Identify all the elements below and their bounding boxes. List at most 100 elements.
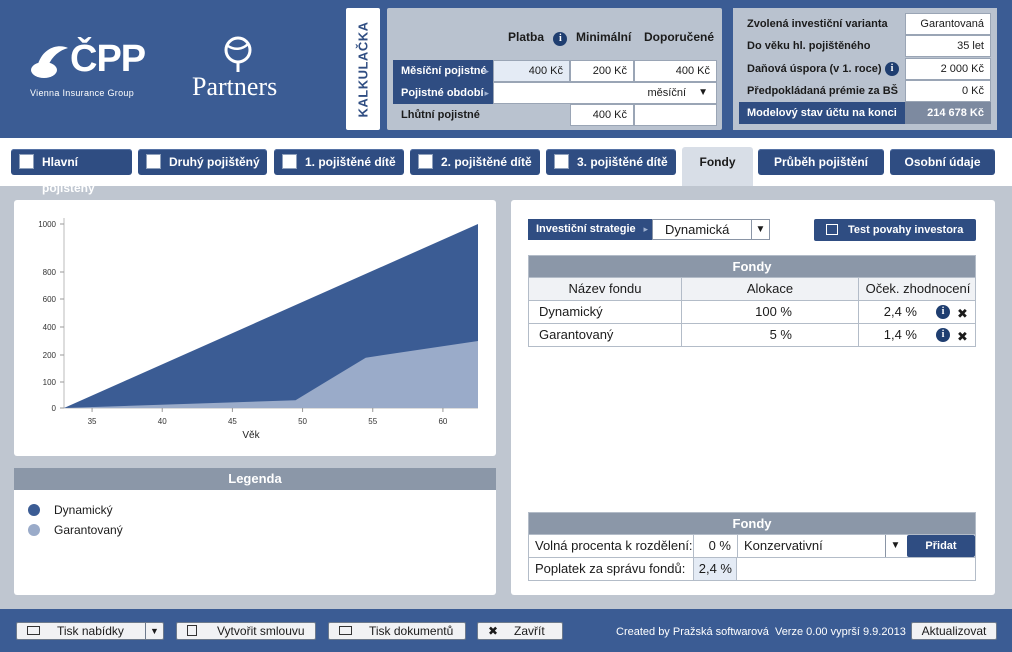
doporucene-value: 400 Kč — [634, 60, 717, 82]
x-axis-label: Věk — [242, 430, 260, 441]
platba-input[interactable]: 400 Kč — [493, 60, 570, 82]
info-icon[interactable]: i — [885, 62, 899, 76]
minimal-value: 200 Kč — [570, 60, 634, 82]
summary-panel: Zvolená investiční varianta Garantovaná D… — [733, 8, 997, 130]
fund-alokace[interactable]: 5 % — [681, 324, 858, 346]
summary-value: 0 Kč — [905, 80, 991, 102]
delete-icon[interactable]: ✖ — [957, 329, 968, 344]
x-tick-label: 35 — [88, 417, 97, 426]
window-icon — [826, 224, 838, 235]
close-label: Zavřít — [514, 624, 545, 638]
pojistne-obdobi-value: měsíční — [647, 87, 686, 99]
delete-icon[interactable]: ✖ — [957, 306, 968, 321]
arrow-icon: ▸ — [484, 66, 489, 76]
row-lhutni-pojistne: Lhůtní pojistné 400 Kč — [393, 104, 717, 126]
checkbox[interactable] — [146, 154, 161, 169]
dropdown-arrow-icon[interactable]: ▼ — [751, 220, 769, 239]
tab-2-pojistene-dite[interactable]: 2. pojištěné dítě — [410, 149, 540, 175]
series-area-garantovany — [64, 341, 478, 408]
tab-label: Druhý pojištěný — [169, 155, 260, 169]
checkbox[interactable] — [282, 154, 297, 169]
summary-row: Daňová úspora (v 1. roce) i 2 000 Kč — [739, 58, 991, 80]
info-icon[interactable]: i — [553, 32, 568, 46]
cpp-logo-text: ČPP — [70, 38, 146, 80]
partners-logo: Partners — [192, 36, 292, 101]
checkbox[interactable] — [554, 154, 569, 169]
strategy-label: Investiční strategie ▸ — [528, 219, 652, 240]
chart-panel: 0 100 200 400 600 800 1000 35 40 45 50 55 60 Věk — [14, 200, 496, 456]
document-icon — [187, 625, 197, 636]
cpp-logo-icon — [31, 46, 68, 78]
legend-title: Legenda — [14, 468, 496, 490]
created-by-text: Created by Pražská softwarová Verze 0.00… — [616, 626, 906, 638]
col-zhodnoceni: Oček. zhodnocení — [858, 278, 977, 300]
print-offer-button[interactable]: Tisk nabídky ▼ — [16, 622, 164, 640]
row-label: Měsíční pojistné ▸ — [393, 60, 493, 82]
tab-druhy-pojisteny[interactable]: Druhý pojištěný — [138, 149, 267, 175]
summary-value: Garantovaná — [905, 13, 991, 35]
y-tick-label: 0 — [52, 404, 57, 413]
chart: 0 100 200 400 600 800 1000 35 40 45 50 55 60 Věk — [38, 218, 478, 441]
checkbox[interactable] — [418, 154, 433, 169]
create-contract-button[interactable]: Vytvořit smlouvu — [176, 622, 316, 640]
print-documents-button[interactable]: Tisk dokumentů — [328, 622, 466, 640]
dropdown-arrow-icon[interactable]: ▼ — [698, 87, 708, 98]
fee-value: 2,4 % — [693, 558, 737, 580]
strategy-select[interactable]: Dynamická ▼ — [652, 219, 770, 240]
arrow-icon: ▸ — [643, 224, 648, 234]
y-tick-label: 1000 — [38, 220, 56, 229]
tab-3-pojistene-dite[interactable]: 3. pojištěné dítě — [546, 149, 676, 175]
funds-table-title: Fondy — [529, 256, 975, 277]
summary-label: Daňová úspora (v 1. roce) i — [739, 58, 905, 80]
checkbox[interactable] — [19, 154, 34, 169]
y-tick-label: 800 — [43, 268, 57, 277]
summary-row: Zvolená investiční varianta Garantovaná — [739, 13, 991, 35]
info-icon[interactable]: i — [936, 328, 950, 342]
close-icon: ✖ — [488, 624, 499, 638]
fund-zhodnoceni: 2,4 % — [858, 301, 977, 323]
tab-prubeh-pojisteni[interactable]: Průběh pojištění — [758, 149, 884, 175]
fund-select[interactable]: Konzervativní ▼ — [737, 535, 905, 557]
x-tick-label: 55 — [368, 417, 377, 426]
tab-hlavni-pojisteny[interactable]: Hlavní pojištěný — [11, 149, 132, 195]
tab-osobni-udaje[interactable]: Osobní údaje — [890, 149, 995, 175]
funds-add-title: Fondy — [529, 513, 975, 534]
calculator-tab[interactable]: KALKULAČKA — [346, 8, 380, 130]
row-label-text: Pojistné období — [401, 87, 484, 99]
close-button[interactable]: ✖ Zavřít — [477, 622, 563, 640]
tab-fondy[interactable]: Fondy — [682, 147, 753, 186]
row-label-text: Měsíční pojistné — [401, 65, 487, 77]
test-investor-button[interactable]: Test povahy investora — [814, 219, 976, 241]
summary-value: 35 let — [905, 35, 991, 57]
printer-icon — [339, 626, 352, 635]
print-documents-label: Tisk dokumentů — [369, 624, 454, 638]
test-investor-label: Test povahy investora — [848, 224, 964, 236]
legend-label: Dynamický — [54, 503, 113, 517]
dropdown-arrow-icon[interactable]: ▼ — [145, 623, 163, 639]
table-row[interactable]: Garantovaný 5 % 1,4 % i ✖ — [529, 323, 975, 346]
tab-label: 1. pojištěné dítě — [305, 155, 396, 169]
tab-label: 3. pojištěné dítě — [577, 155, 668, 169]
row-pojistne-obdobi: Pojistné období ▸ měsíční ▼ — [393, 82, 717, 104]
strategy-label-text: Investiční strategie — [536, 223, 636, 235]
free-percent-label: Volná procenta k rozdělení: — [535, 538, 693, 553]
pojistne-obdobi-select[interactable]: měsíční ▼ — [493, 82, 717, 104]
minimal-value: 400 Kč — [570, 104, 634, 126]
info-icon[interactable]: i — [936, 305, 950, 319]
col-minimal: Minimální — [576, 30, 632, 44]
free-percent-value: 0 % — [693, 535, 737, 557]
fund-alokace[interactable]: 100 % — [681, 301, 858, 323]
row-mesicni-pojistne: Měsíční pojistné ▸ 400 Kč 200 Kč 400 Kč — [393, 60, 717, 82]
dropdown-arrow-icon[interactable]: ▼ — [885, 535, 905, 557]
update-button[interactable]: Aktualizovat — [911, 622, 997, 640]
partners-logo-text: Partners — [192, 72, 278, 101]
add-fund-button[interactable]: Přidat — [907, 535, 975, 557]
funds-table: Fondy Název fondu Alokace Oček. zhodnoce… — [528, 255, 976, 347]
tab-1-pojistene-dite[interactable]: 1. pojištěné dítě — [274, 149, 404, 175]
y-tick-label: 100 — [43, 378, 57, 387]
funds-add-section: Fondy Volná procenta k rozdělení: 0 % Ko… — [528, 512, 976, 581]
y-tick-label: 200 — [43, 351, 57, 360]
table-row[interactable]: Dynamický 100 % 2,4 % i ✖ — [529, 300, 975, 323]
x-tick-label: 50 — [298, 417, 307, 426]
summary-row: Předpokládaná prémie za BŠ 0 Kč — [739, 80, 991, 102]
